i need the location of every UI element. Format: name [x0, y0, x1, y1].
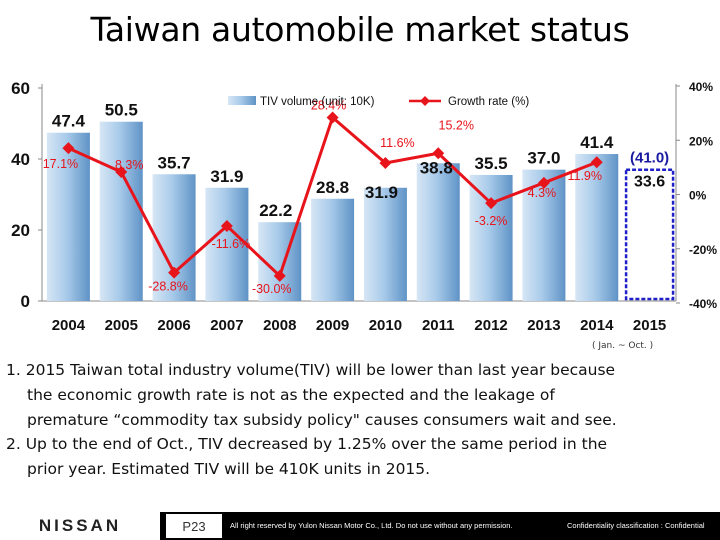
growth-label-2010: 11.6% [380, 136, 415, 150]
bar-2005 [99, 121, 143, 301]
right-axis-tick-label: 0% [689, 189, 707, 203]
x-tick-label-2010: 2010 [369, 317, 402, 334]
forecast-actual-label: 33.6 [634, 174, 665, 191]
combo-chart: 0 20 40 60 40% 20% 0% -20% -40% 2004 2005 2006 2007 2… [6, 82, 717, 344]
footer: NISSAN P23 All right reserved by Yulon N… [0, 512, 720, 540]
body-text: 1. 2015 Taiwan total industry volume(TIV… [6, 358, 718, 482]
growth-point-2012 [485, 197, 498, 210]
bar-2011 [416, 163, 460, 301]
bar-value-label-2004: 47.4 [52, 112, 86, 131]
x-tick-label-2004: 2004 [52, 317, 86, 334]
bar-2009 [311, 198, 355, 301]
growth-point-2007 [220, 219, 233, 232]
x-tick-label-2006: 2006 [157, 317, 190, 334]
bar-value-label-2009: 28.8 [316, 178, 349, 197]
page-number: P23 [166, 514, 222, 538]
confidentiality-label: Confidentiality classification : Confide… [567, 521, 705, 530]
bar-value-label-2008: 22.2 [259, 201, 292, 220]
growth-point-2010 [379, 157, 392, 170]
period-note: ( Jan. ~ Oct. ) [592, 341, 654, 351]
growth-point-2011 [432, 147, 445, 160]
bar-value-label-2013: 37.0 [527, 149, 560, 168]
growth-point-2004 [62, 142, 75, 155]
legend-bar-label: TIV volume (unit: 10K) [260, 96, 375, 108]
growth-label-2004: 17.1% [43, 157, 78, 171]
nissan-logo: NISSAN [0, 512, 160, 540]
growth-point-2013 [537, 176, 550, 189]
item-2-line-2: prior year. Estimated TIV will be 410K u… [27, 460, 431, 479]
growth-point-2014 [590, 156, 603, 169]
item-1-line-1: 1. 2015 Taiwan total industry volume(TIV… [6, 361, 616, 379]
page-title: Taiwan automobile market status [90, 10, 630, 49]
growth-point-2009 [326, 111, 339, 124]
bar-value-label-2005: 50.5 [105, 101, 138, 120]
bar-2004 [46, 132, 90, 301]
chart-container: 0 20 40 60 40% 20% 0% -20% -40% 2004 2005 2006 2007 2… [0, 82, 720, 344]
forecast-box-2015 [624, 168, 675, 301]
bar-value-label-2010: 31.9 [365, 183, 398, 202]
x-tick-label-2012: 2012 [474, 317, 507, 334]
legend-bar-swatch [228, 96, 256, 105]
bar-2012 [469, 174, 513, 301]
copyright-text: All right reserved by Yulon Nissan Motor… [230, 521, 513, 530]
bar-value-label-2011: 38.8 [420, 158, 453, 177]
legend-line-marker [420, 96, 430, 106]
bar-value-label-2012: 35.5 [475, 154, 508, 173]
x-tick-label-2007: 2007 [210, 317, 243, 334]
left-axis-tick-label: 0 [21, 292, 30, 311]
growth-label-2013: 4.3% [528, 186, 557, 200]
forecast-estimate-label: (41.0) [630, 149, 669, 166]
bar-value-label-2006: 35.7 [158, 153, 191, 172]
item-1-line-3: premature “commodity tax subsidy policy"… [27, 410, 617, 429]
x-tick-label-2011: 2011 [422, 317, 455, 334]
bar-2006 [152, 174, 196, 301]
right-axis-tick-label: -20% [689, 243, 717, 257]
x-tick-label-2005: 2005 [105, 317, 138, 334]
growth-label-2005: 8.3% [115, 158, 144, 172]
bar-value-label-2007: 31.9 [210, 167, 243, 186]
x-tick-label-2015: 2015 [633, 317, 666, 334]
right-axis-tick-label: -40% [689, 297, 717, 311]
item-2-line-1: 2. Up to the end of Oct., TIV decreased … [6, 435, 608, 454]
bar-2013 [522, 169, 566, 301]
item-1-line-2: the economic growth rate is not as the e… [27, 385, 555, 404]
bar-2014 [575, 154, 619, 301]
left-axis-tick-label: 40 [11, 150, 30, 169]
bar-2007 [205, 187, 249, 301]
growth-label-2014: 11.9% [567, 169, 602, 183]
legend-line-label: Growth rate (%) [448, 96, 529, 108]
x-tick-label-2008: 2008 [263, 317, 296, 334]
left-axis-tick-label: 20 [11, 221, 30, 240]
growth-point-2006 [168, 266, 181, 279]
growth-label-2009: 28.4% [311, 98, 346, 112]
growth-point-2005 [115, 165, 128, 178]
left-axis-tick-label: 60 [11, 82, 30, 98]
x-tick-label-2009: 2009 [316, 317, 349, 334]
bar-value-label-2014: 41.4 [580, 133, 614, 152]
bar-2010 [363, 187, 407, 301]
growth-label-2006: -28.8% [148, 280, 188, 294]
x-tick-label-2014: 2014 [580, 317, 614, 334]
growth-label-2007: -11.6% [212, 237, 251, 251]
right-axis-tick-label: 40% [689, 82, 713, 94]
growth-label-2011: 15.2% [439, 118, 474, 132]
x-tick-label-2013: 2013 [527, 317, 560, 334]
growth-label-2012: -3.2% [475, 214, 508, 228]
growth-point-2008 [273, 269, 286, 282]
logo-text: NISSAN [38, 516, 122, 535]
growth-label-2008: -30.0% [252, 282, 292, 296]
right-axis-tick-label: 20% [689, 134, 713, 148]
